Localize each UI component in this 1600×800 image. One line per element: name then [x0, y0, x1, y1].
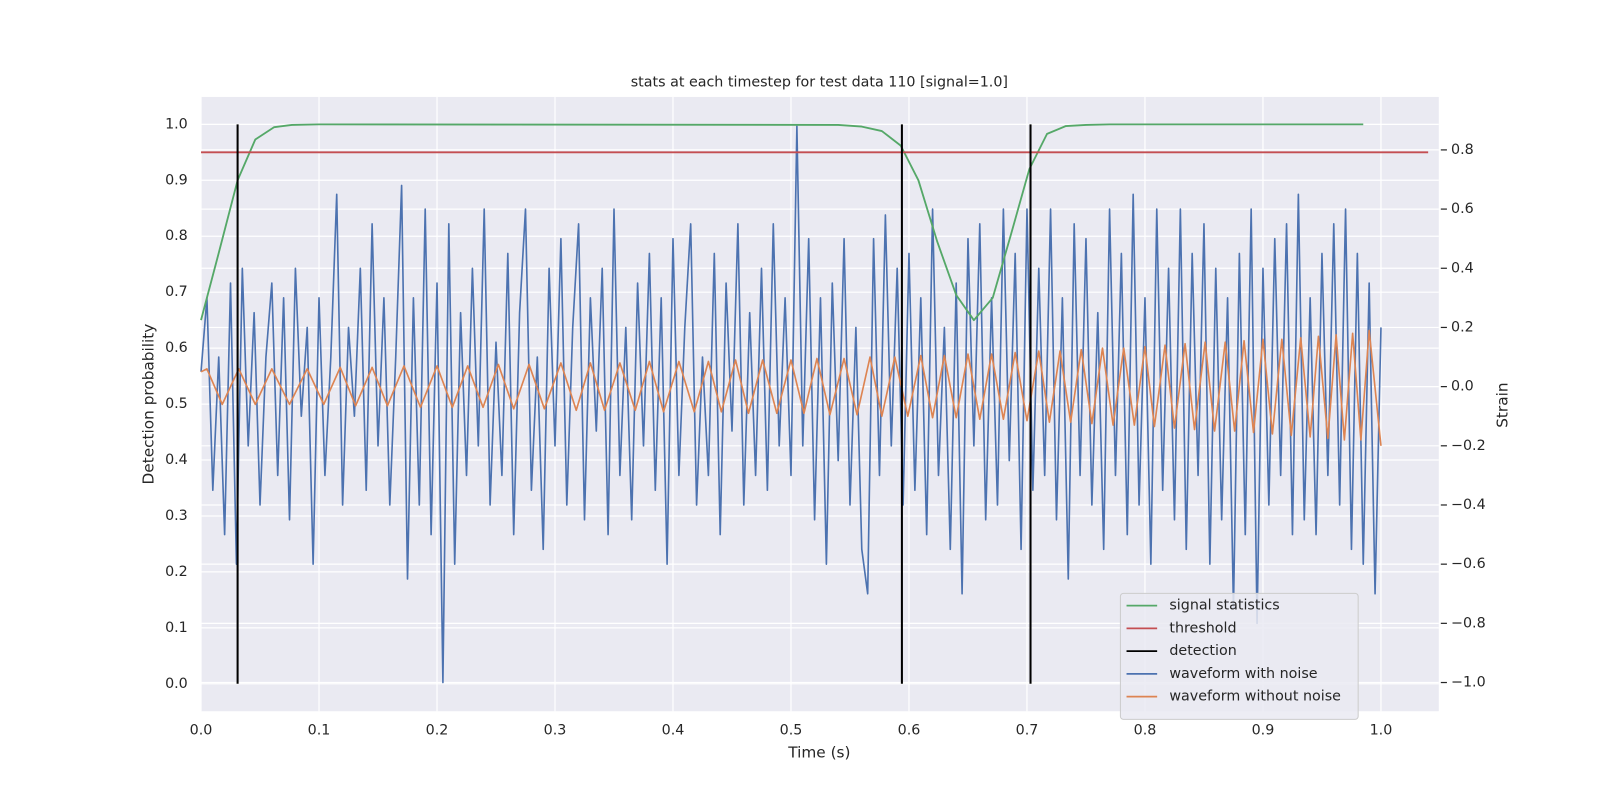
x-tick-label: 0.6	[898, 723, 921, 739]
y-tick-label: 0.7	[165, 284, 188, 300]
y2-tick-label: 0.2	[1451, 319, 1474, 335]
y-tick-label: 0.5	[165, 396, 188, 412]
legend: signal statistics threshold detection wavef…	[1119, 592, 1359, 720]
legend-label: threshold	[1169, 620, 1236, 636]
series-line	[200, 125, 1382, 684]
y-tick-label: 0.1	[165, 620, 188, 636]
x-tick-label: 0.2	[426, 723, 449, 739]
legend-label: signal statistics	[1169, 598, 1279, 614]
y2-axis-label: Strain	[1494, 382, 1512, 427]
legend-label: waveform without noise	[1169, 689, 1341, 705]
y2-tick-label: 0.8	[1451, 142, 1474, 158]
y2-tick-label: 0.6	[1451, 201, 1474, 217]
y-tick-label: 0.4	[165, 452, 188, 468]
marks	[200, 123, 1429, 684]
y-tick-label: 0.0	[165, 676, 188, 692]
y2-tick-label: −0.8	[1451, 615, 1486, 631]
y2-tick-label: −0.4	[1451, 497, 1486, 513]
y-tick-label: 0.9	[165, 172, 188, 188]
x-tick-label: 0.3	[544, 723, 567, 739]
x-tick-label: 0.4	[662, 723, 685, 739]
legend-box	[1119, 592, 1359, 720]
x-tick-label: 0.8	[1134, 723, 1157, 739]
y2-tick-label: −0.6	[1451, 556, 1486, 572]
labels: 0.0 0.1 0.2 0.3 0.4 0.5 0.6 0.7 0.8 0.9 1.0 0.0 0.1 0…	[165, 116, 1486, 738]
x-tick-label: 0.5	[780, 723, 803, 739]
x-tick-label: 0.9	[1252, 723, 1275, 739]
x-tick-label: 0.7	[1016, 723, 1039, 739]
x-axis-label: Time (s)	[787, 744, 850, 762]
y-tick-label: 1.0	[165, 116, 188, 132]
y2-tick-label: 0.4	[1451, 260, 1474, 276]
series-line	[200, 329, 1382, 446]
x-tick-label: 0.0	[190, 723, 213, 739]
x-tick-label: 0.1	[308, 723, 331, 739]
y2-tick-label: −0.2	[1451, 438, 1486, 454]
y2-tick-label: 0.0	[1451, 379, 1474, 395]
y-tick-label: 0.3	[165, 508, 188, 524]
y2-tick-label: −1.0	[1451, 675, 1486, 691]
y-axis-label: Detection probability	[139, 324, 157, 485]
chart-title: stats at each timestep for test data 110…	[631, 75, 1008, 91]
legend-label: detection	[1169, 643, 1236, 659]
y-tick-label: 0.2	[165, 564, 188, 580]
y-tick-label: 0.8	[165, 228, 188, 244]
y-tick-label: 0.6	[165, 340, 188, 356]
series-line	[200, 123, 1364, 322]
x-tick-label: 1.0	[1370, 723, 1393, 739]
legend-label: waveform with noise	[1169, 666, 1317, 682]
